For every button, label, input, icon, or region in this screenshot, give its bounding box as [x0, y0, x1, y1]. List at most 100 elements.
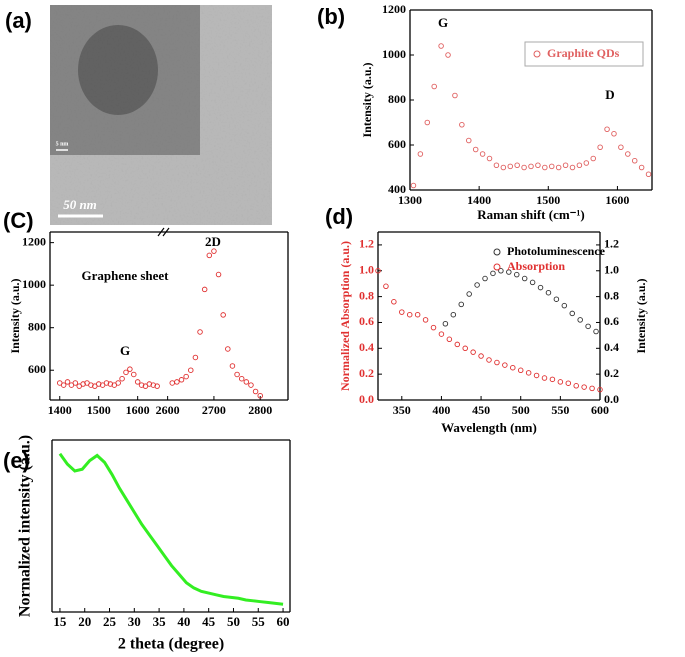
data-point: [458, 301, 465, 308]
data-point: [445, 52, 451, 58]
data-point: [134, 379, 141, 385]
y2-tick-label: 1.0: [604, 263, 619, 277]
x-tick-label: 1500: [87, 403, 111, 417]
data-point: [154, 383, 160, 389]
x-tick-label: 350: [393, 403, 411, 417]
data-point: [510, 364, 516, 371]
data-point: [257, 392, 263, 399]
data-point: [576, 162, 583, 168]
panel-label: (C): [3, 208, 34, 233]
data-point: [410, 182, 417, 189]
data-point: [95, 381, 102, 387]
y2-tick-label: 0.8: [604, 288, 619, 302]
data-point: [422, 317, 429, 323]
data-point: [482, 275, 488, 282]
data-point: [119, 375, 125, 382]
data-point: [438, 43, 444, 49]
legend-marker: [493, 263, 501, 271]
data-point: [215, 271, 222, 278]
y-tick-label: 1.0: [359, 263, 374, 277]
x-tick-label: 450: [472, 403, 490, 417]
data-point: [60, 382, 67, 388]
data-point: [454, 341, 461, 348]
data-point: [201, 286, 208, 293]
data-point: [406, 311, 413, 318]
data-point: [597, 386, 603, 393]
data-point: [474, 282, 480, 288]
data-point: [569, 310, 576, 317]
y-tick-label: 0.0: [359, 392, 374, 406]
data-point: [583, 160, 590, 166]
x-axis-label: 2 theta (degree): [118, 636, 224, 653]
data-point: [525, 370, 532, 376]
y-tick-label: 800: [28, 319, 46, 333]
legend-marker: [533, 50, 541, 58]
panel-label: (b): [317, 4, 345, 29]
annotation: D: [605, 87, 614, 102]
y-tick-label: 1000: [22, 277, 46, 291]
x-axis-label: Wavelength (nm): [441, 420, 537, 435]
data-point: [399, 309, 405, 315]
x-tick-label: 1400: [48, 403, 72, 417]
data-point: [450, 311, 457, 318]
data-point: [498, 268, 504, 274]
data-point: [593, 328, 599, 335]
data-point: [64, 379, 71, 385]
data-point: [500, 164, 507, 171]
data-point: [391, 299, 397, 305]
data-point: [206, 252, 213, 259]
x-tick-label: 45: [202, 614, 216, 629]
data-point: [238, 375, 245, 382]
data-point: [585, 323, 591, 330]
x-tick-label: 50: [227, 614, 240, 629]
y2-axis-label: Intensity (a.u.): [634, 278, 648, 353]
x-tick-label: 1500: [536, 193, 560, 207]
annotation: Graphene sheet: [81, 268, 169, 283]
y-axis-label: Intensity (a.u.): [8, 278, 22, 353]
panel-label: (e): [3, 448, 30, 473]
data-point: [493, 162, 500, 168]
y2-tick-label: 0.6: [604, 314, 619, 328]
data-point: [127, 366, 133, 372]
data-point: [569, 164, 576, 171]
data-point: [625, 151, 631, 157]
data-point: [638, 164, 645, 171]
y-axis-label: Normalized intensity (a.u.): [17, 435, 34, 617]
data-point: [466, 137, 472, 144]
x-tick-label: 30: [128, 614, 141, 629]
data-point: [545, 289, 552, 296]
data-point: [103, 380, 110, 386]
inset-scale-label: 5 nm: [56, 141, 69, 147]
y-tick-label: 600: [28, 362, 46, 376]
data-point: [562, 162, 569, 168]
legend-box: [524, 41, 644, 67]
data-point: [618, 144, 624, 150]
data-point: [417, 151, 424, 157]
y-tick-label: 1000: [382, 47, 406, 61]
data-point: [414, 311, 421, 318]
annotation: 2D: [205, 234, 221, 249]
y-tick-label: 0.2: [359, 366, 374, 380]
x-tick-label: 2600: [156, 403, 180, 417]
x-tick-label: 600: [591, 403, 609, 417]
data-point: [131, 371, 137, 378]
data-point: [424, 119, 431, 126]
y2-tick-label: 0.4: [604, 340, 619, 354]
data-point: [514, 271, 520, 278]
data-point: [478, 353, 484, 359]
legend-label: Graphite QDs: [547, 46, 620, 60]
x-tick-label: 60: [277, 614, 290, 629]
data-point: [542, 164, 548, 171]
y-tick-label: 0.4: [359, 340, 374, 354]
data-point: [506, 269, 512, 275]
legend-label: Absorption: [507, 259, 565, 273]
data-point: [188, 367, 194, 373]
y-tick-label: 0.8: [359, 288, 374, 302]
data-point: [577, 317, 583, 323]
x-tick-label: 500: [512, 403, 530, 417]
scale-bar-label: 50 nm: [63, 197, 97, 212]
data-point: [229, 363, 236, 369]
x-tick-label: 1300: [398, 193, 422, 207]
data-point: [581, 384, 587, 390]
